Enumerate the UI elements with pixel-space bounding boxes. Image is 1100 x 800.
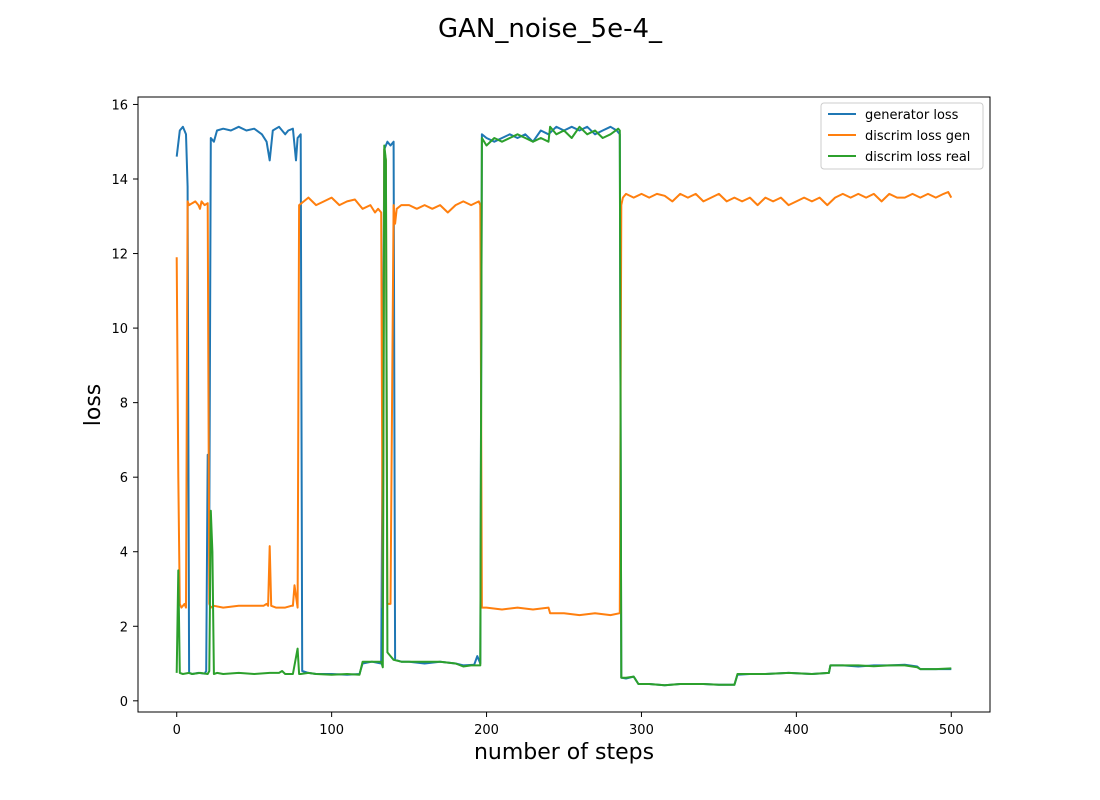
- x-tick-label: 500: [939, 723, 964, 738]
- x-tick-label: 0: [173, 723, 181, 738]
- y-tick-label: 2: [120, 620, 128, 635]
- legend: generator loss discrim loss gen discrim lo…: [820, 102, 984, 170]
- legend-box: [820, 102, 984, 170]
- y-tick-label: 8: [120, 397, 128, 412]
- legend-label: discrim loss gen: [865, 129, 970, 144]
- x-axis-label: number of steps: [474, 740, 654, 765]
- y-tick-label: 10: [111, 322, 128, 337]
- y-tick-label: 14: [111, 173, 128, 188]
- y-axis-label: loss: [81, 384, 106, 427]
- chart-title: GAN_noise_5e-4_: [438, 14, 663, 44]
- axis-ticks: 0 100 200 300 400 500 0 2 4 6 8 10 12 14 16: [111, 98, 963, 738]
- x-tick-label: 400: [784, 723, 809, 738]
- y-tick-label: 16: [111, 98, 128, 113]
- x-tick-label: 200: [474, 723, 499, 738]
- x-tick-label: 300: [629, 723, 654, 738]
- y-tick-label: 0: [120, 695, 128, 710]
- y-tick-label: 12: [111, 248, 128, 263]
- y-tick-label: 6: [120, 471, 128, 486]
- series-lines: [175, 125, 953, 687]
- legend-label: discrim loss real: [865, 150, 970, 165]
- series-line-1: [175, 148, 953, 617]
- y-tick-label: 4: [120, 546, 128, 561]
- x-tick-label: 100: [319, 723, 344, 738]
- series-line-2: [175, 125, 952, 687]
- plot-area: [137, 96, 991, 713]
- legend-label: generator loss: [865, 108, 959, 123]
